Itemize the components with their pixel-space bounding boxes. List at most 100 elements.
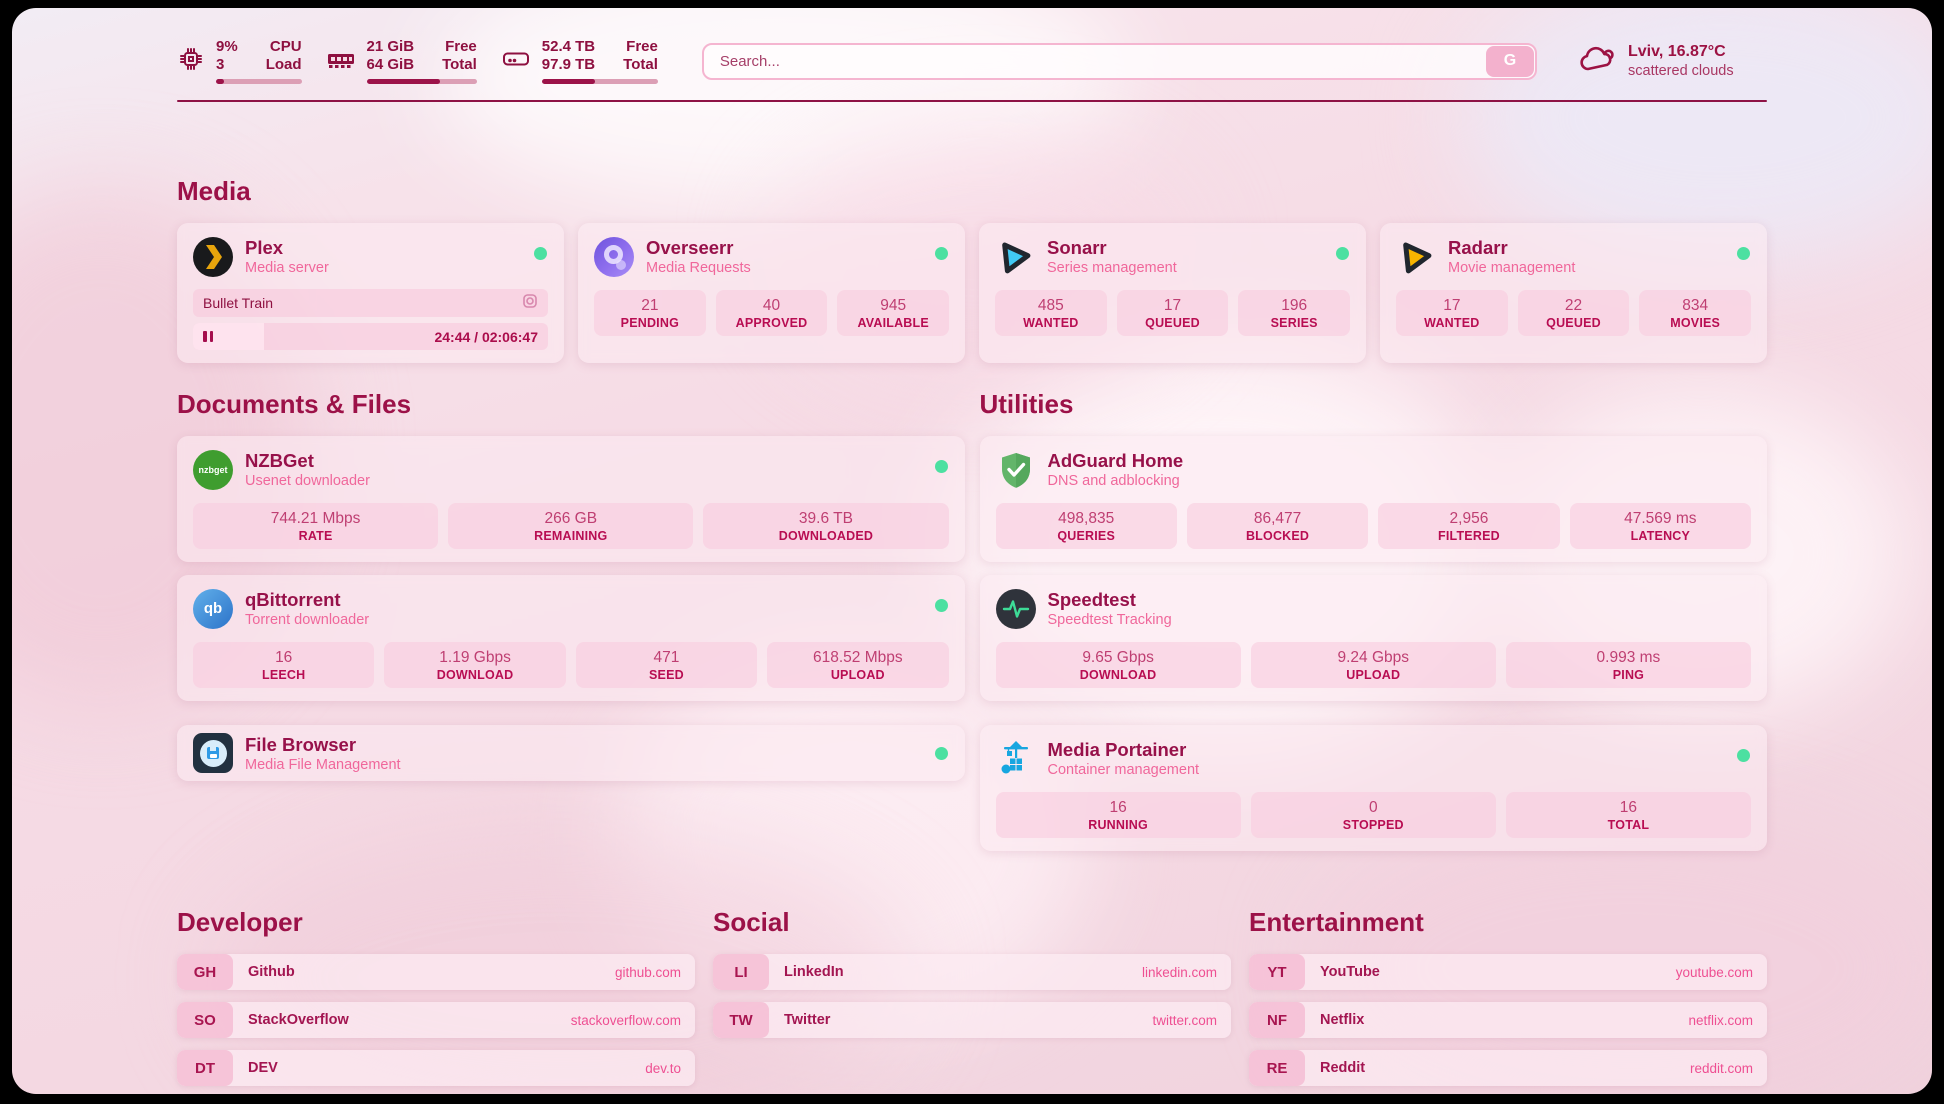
stat-tile: 22 QUEUED bbox=[1517, 290, 1630, 336]
disk-total-label: Total bbox=[623, 56, 658, 73]
link-url: reddit.com bbox=[1689, 1060, 1753, 1076]
stat-value: 16 bbox=[1619, 798, 1638, 816]
cpu-icon bbox=[177, 45, 205, 78]
link-url: github.com bbox=[614, 964, 681, 980]
sonarr-card[interactable]: Sonarr Series management 485 WANTED 17 Q… bbox=[979, 223, 1366, 363]
weather-widget: Lviv, 16.87°C scattered clouds bbox=[1577, 42, 1767, 81]
stat-value: 196 bbox=[1281, 296, 1308, 314]
system-stats: 9% CPU 3 Load bbox=[177, 38, 658, 84]
stat-value: 266 GB bbox=[544, 509, 598, 527]
stat-value: 21 bbox=[641, 296, 659, 314]
memory-icon bbox=[326, 45, 356, 78]
link-dev[interactable]: DT DEV dev.to bbox=[177, 1050, 695, 1086]
link-name: Netflix bbox=[1320, 1012, 1365, 1028]
plex-card[interactable]: Plex Media server Bullet Train bbox=[177, 223, 564, 363]
developer-section: Developer GH Github github.com SO StackO… bbox=[177, 907, 695, 1094]
search-engine-button[interactable]: G bbox=[1486, 45, 1534, 77]
stat-value: 945 bbox=[880, 296, 907, 314]
social-section: Social LI LinkedIn linkedin.com TW Twitt… bbox=[713, 907, 1231, 1094]
link-twitter[interactable]: TW Twitter twitter.com bbox=[713, 1002, 1231, 1038]
search-input[interactable] bbox=[701, 42, 1537, 80]
link-netflix[interactable]: NF Netflix netflix.com bbox=[1249, 1002, 1767, 1038]
dashboard-screen: 9% CPU 3 Load bbox=[12, 8, 1932, 1094]
link-name: Github bbox=[248, 964, 295, 980]
cpu-progress-bar bbox=[216, 79, 302, 84]
stat-tile: 40 APPROVED bbox=[715, 290, 828, 336]
link-github[interactable]: GH Github github.com bbox=[177, 954, 695, 990]
stat-value: 17 bbox=[1443, 296, 1461, 314]
stat-value: 39.6 TB bbox=[798, 509, 853, 527]
link-url: linkedin.com bbox=[1141, 964, 1217, 980]
stat-label: SERIES bbox=[1270, 315, 1318, 330]
status-online-dot bbox=[534, 247, 547, 260]
stat-tile: 86,477 BLOCKED bbox=[1186, 503, 1369, 549]
stat-value: 618.52 Mbps bbox=[813, 648, 903, 666]
stat-tile: 0.993 ms PING bbox=[1505, 642, 1752, 688]
pause-icon bbox=[203, 331, 213, 342]
app-name: Media Portainer bbox=[1047, 739, 1187, 760]
disk-progress-bar bbox=[541, 79, 658, 84]
section-title-documents: Documents & Files bbox=[177, 389, 412, 419]
speedtest-card[interactable]: Speedtest Speedtest Tracking 9.65 Gbps D… bbox=[979, 575, 1767, 701]
portainer-card[interactable]: Media Portainer Container management 16 … bbox=[979, 725, 1767, 851]
adguard-card[interactable]: AdGuard Home DNS and adblocking 498,835 … bbox=[979, 436, 1767, 562]
link-name: LinkedIn bbox=[784, 964, 844, 980]
app-name: qBittorrent bbox=[245, 589, 341, 610]
link-reddit[interactable]: RE Reddit reddit.com bbox=[1249, 1050, 1767, 1086]
memory-total-label: Total bbox=[442, 56, 477, 73]
stat-value: 498,835 bbox=[1058, 509, 1115, 527]
link-stackoverflow[interactable]: SO StackOverflow stackoverflow.com bbox=[177, 1002, 695, 1038]
sonarr-icon bbox=[995, 237, 1035, 277]
app-description: DNS and adblocking bbox=[1047, 473, 1180, 489]
app-description: Media File Management bbox=[245, 756, 401, 773]
stat-value: 47.569 ms bbox=[1624, 509, 1697, 527]
app-description: Usenet downloader bbox=[245, 473, 370, 489]
stat-label: DOWNLOADED bbox=[778, 528, 874, 543]
now-playing-title: Bullet Train bbox=[203, 295, 274, 311]
cpu-usage-value: 9% bbox=[216, 38, 238, 55]
stat-value: 1.19 Gbps bbox=[439, 648, 511, 666]
stat-label: STOPPED bbox=[1342, 817, 1404, 832]
app-description: Series management bbox=[1047, 260, 1177, 276]
media-cards-row: Plex Media server Bullet Train bbox=[177, 223, 1767, 363]
entertainment-section: Entertainment YT YouTube youtube.com NF … bbox=[1249, 907, 1767, 1094]
stat-value: 2,956 bbox=[1449, 509, 1489, 527]
radarr-card[interactable]: Radarr Movie management 17 WANTED 22 QUE… bbox=[1380, 223, 1767, 363]
adguard-icon bbox=[996, 450, 1036, 490]
overseerr-icon bbox=[594, 236, 634, 277]
stat-value: 40 bbox=[762, 296, 781, 314]
status-online-dot bbox=[934, 747, 948, 760]
stat-tile: 1.19 Gbps DOWNLOAD bbox=[384, 642, 566, 688]
stat-label: RUNNING bbox=[1088, 817, 1148, 832]
link-name: Reddit bbox=[1320, 1060, 1366, 1076]
overseerr-card[interactable]: Overseerr Media Requests 21 PENDING 40 A… bbox=[578, 223, 965, 363]
stat-value: 86,477 bbox=[1253, 509, 1302, 527]
qbittorrent-card[interactable]: qb qBittorrent Torrent downloader 16 LEE… bbox=[177, 575, 965, 701]
stat-value: 16 bbox=[1109, 798, 1127, 816]
header-divider bbox=[177, 100, 1767, 102]
status-online-dot bbox=[935, 247, 948, 260]
stat-value: 0 bbox=[1368, 798, 1378, 816]
status-online-dot bbox=[1737, 247, 1750, 260]
status-online-dot bbox=[1336, 247, 1349, 260]
stat-value: 471 bbox=[653, 648, 680, 666]
link-linkedin[interactable]: LI LinkedIn linkedin.com bbox=[713, 954, 1231, 990]
status-online-dot bbox=[934, 599, 948, 612]
link-youtube[interactable]: YT YouTube youtube.com bbox=[1249, 954, 1767, 990]
status-online-dot bbox=[1737, 749, 1750, 762]
portainer-icon bbox=[996, 739, 1036, 779]
link-url: youtube.com bbox=[1675, 964, 1753, 980]
nzbget-card[interactable]: nzbget NZBGet Usenet downloader 744.21 M… bbox=[177, 436, 965, 562]
link-badge: SO bbox=[177, 1002, 233, 1038]
qbittorrent-icon: qb bbox=[193, 588, 233, 629]
stat-tile: 9.65 Gbps DOWNLOAD bbox=[995, 642, 1241, 688]
link-name: StackOverflow bbox=[248, 1012, 349, 1028]
app-name: AdGuard Home bbox=[1047, 450, 1184, 471]
stat-label: DOWNLOAD bbox=[1079, 667, 1157, 682]
app-description: Media server bbox=[245, 260, 329, 276]
stat-tile: 47.569 ms LATENCY bbox=[1569, 503, 1751, 549]
app-description: Media Requests bbox=[646, 260, 751, 276]
filebrowser-card[interactable]: File Browser Media File Management bbox=[177, 725, 965, 781]
app-name: Radarr bbox=[1448, 237, 1508, 258]
cpu-stat-widget: 9% CPU 3 Load bbox=[177, 38, 302, 84]
